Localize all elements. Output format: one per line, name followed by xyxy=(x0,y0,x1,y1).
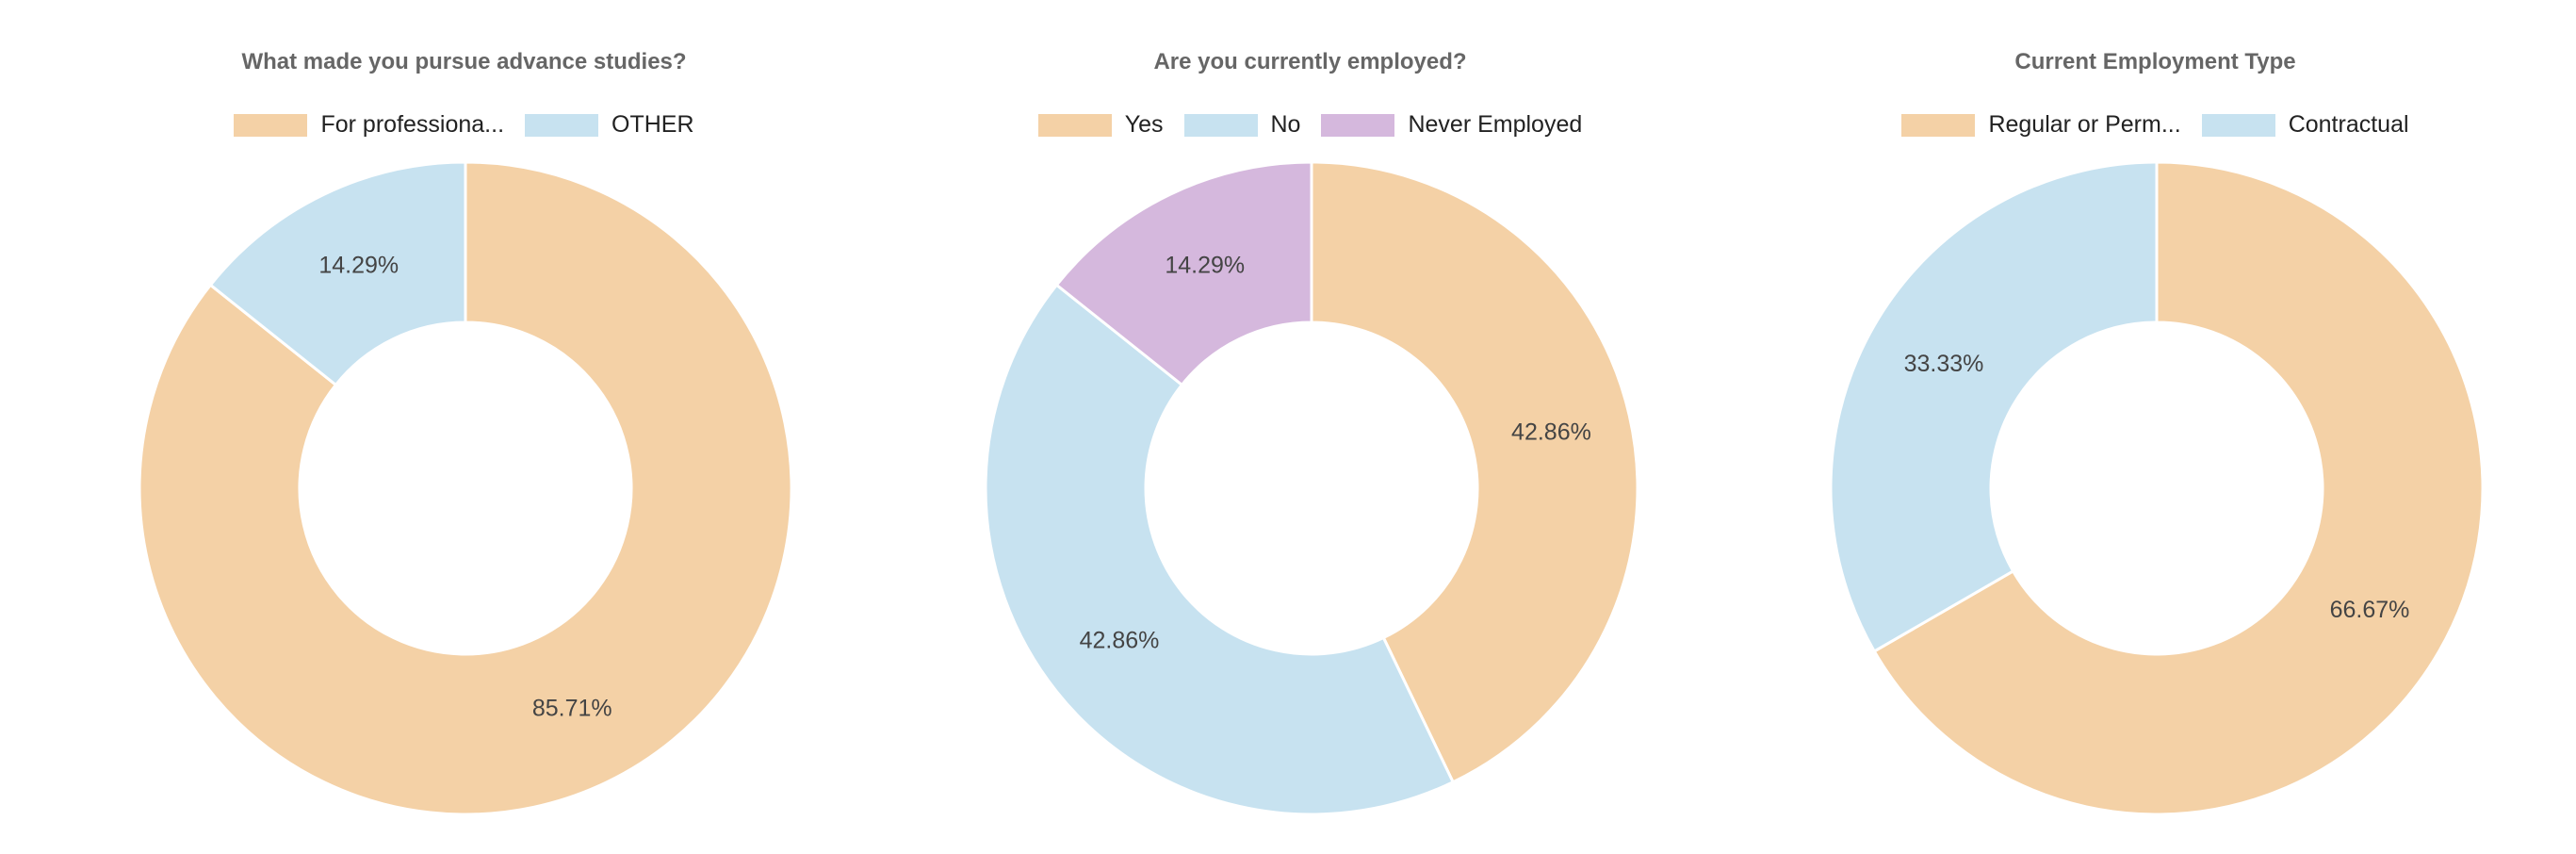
chart-title: Are you currently employed? xyxy=(1153,49,1467,74)
legend-item-regular[interactable]: Regular or Perm... xyxy=(1901,111,2181,139)
slice-data-label: 14.29% xyxy=(318,252,399,278)
slice-data-label: 85.71% xyxy=(532,696,612,722)
chart-panel-2: Are you currently employed? Yes No Never… xyxy=(881,0,1739,854)
legend-swatch xyxy=(234,113,308,137)
legend: Regular or Perm... Contractual xyxy=(1726,111,2576,139)
legend-label: No xyxy=(1270,111,1301,138)
legend: Yes No Never Employed xyxy=(881,111,1739,139)
legend-item-other[interactable]: OTHER xyxy=(525,111,694,139)
legend-item-yes[interactable]: Yes xyxy=(1037,111,1164,139)
slice-data-label: 66.67% xyxy=(2330,597,2410,623)
legend-label: Yes xyxy=(1124,111,1164,138)
legend-swatch xyxy=(1037,113,1112,137)
chart-panel-3: Current Employment Type Regular or Perm.… xyxy=(1726,0,2576,854)
legend-label: For professiona... xyxy=(320,111,505,138)
legend-item-no[interactable]: No xyxy=(1183,111,1301,139)
slice-data-label: 33.33% xyxy=(1904,351,1984,377)
donut-slice[interactable] xyxy=(1310,160,1639,784)
chart-title: Current Employment Type xyxy=(2014,49,2296,74)
legend-label: Never Employed xyxy=(1408,111,1583,138)
chart-title: What made you pursue advance studies? xyxy=(241,49,687,74)
donut-slice[interactable] xyxy=(208,160,467,387)
legend-swatch xyxy=(1321,113,1395,137)
slice-data-label: 42.86% xyxy=(1511,419,1591,446)
chart-panel-1: What made you pursue advance studies? Fo… xyxy=(35,0,893,854)
slice-data-label: 14.29% xyxy=(1165,252,1245,278)
legend-item-contractual[interactable]: Contractual xyxy=(2201,111,2409,139)
donut-slice[interactable] xyxy=(1829,160,2159,653)
donut-chart: 85.71% 14.29% xyxy=(138,160,793,816)
donut-slice[interactable] xyxy=(984,283,1456,816)
legend-label: Contractual xyxy=(2288,111,2409,138)
legend-swatch xyxy=(1901,113,1976,137)
legend-swatch xyxy=(2201,113,2275,137)
legend: For professiona... OTHER xyxy=(35,111,893,139)
legend-label: Regular or Perm... xyxy=(1988,111,2181,138)
legend-swatch xyxy=(525,113,599,137)
donut-chart: 66.67% 33.33% xyxy=(1829,160,2485,816)
donut-slice[interactable] xyxy=(1054,160,1313,387)
slice-data-label: 42.86% xyxy=(1080,627,1160,653)
legend-label: OTHER xyxy=(611,111,694,138)
legend-swatch xyxy=(1183,113,1258,137)
donut-chart: 42.86% 42.86% 14.29% xyxy=(984,160,1639,816)
donut-slice[interactable] xyxy=(1872,160,2485,816)
donut-slice[interactable] xyxy=(138,160,793,816)
legend-item-never-employed[interactable]: Never Employed xyxy=(1321,111,1582,139)
legend-item-professional[interactable]: For professiona... xyxy=(234,111,504,139)
